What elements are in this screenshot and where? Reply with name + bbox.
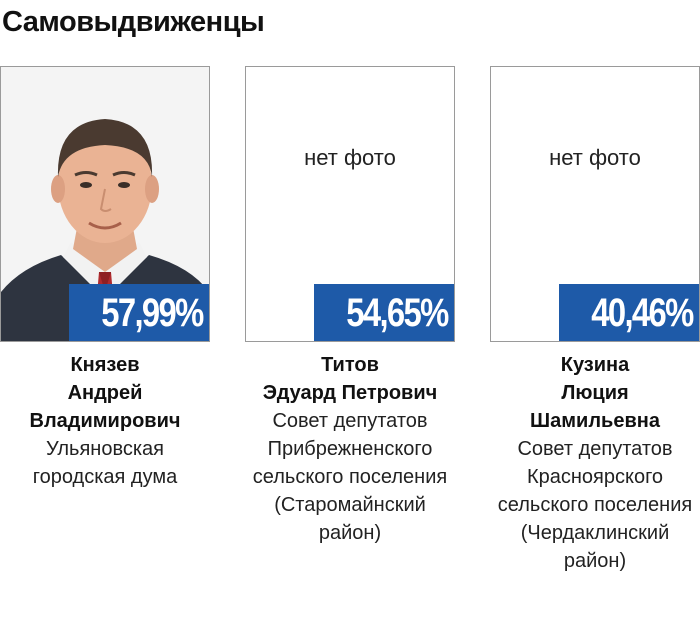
- candidate-org-line: (Чердаклинский: [520, 522, 670, 544]
- candidate-firstname: Люция: [561, 382, 629, 404]
- candidate-surname: Кузина: [560, 354, 630, 376]
- candidate-org-line: (Старомайнский: [274, 494, 426, 516]
- candidate-org-line: сельского поселения: [252, 466, 448, 488]
- candidate-org-line: сельского поселения: [497, 494, 693, 516]
- candidate-org-line: Красноярского: [526, 466, 664, 488]
- candidate-org-line: Совет депутатов: [272, 410, 428, 432]
- candidate-firstname: Андрей: [67, 382, 143, 404]
- candidate-patronymic: Владимирович: [29, 410, 181, 432]
- candidate-org-line: Совет депутатов: [517, 438, 673, 460]
- candidate-patronymic: Шамильевна: [530, 410, 660, 432]
- vote-percent-badge: 57,99%: [69, 284, 209, 341]
- vote-percent-badge: 40,46%: [559, 284, 699, 341]
- candidate-org-line: городская дума: [32, 466, 178, 488]
- page-title: Самовыдвиженцы: [2, 6, 265, 38]
- candidate-name-patronymic: Эдуард Петрович: [262, 382, 438, 404]
- no-photo-label: нет фото: [549, 145, 641, 170]
- candidate-info: Кузина Люция Шамильевна Совет депутатов …: [490, 351, 700, 575]
- candidate-card: нет фото 54,65% Титов Эдуард Петрович Со…: [245, 66, 455, 547]
- candidate-org-line: район): [563, 550, 627, 572]
- candidate-surname: Князев: [70, 354, 140, 376]
- candidate-photo-placeholder: нет фото 40,46%: [490, 66, 700, 342]
- candidate-card: нет фото 40,46% Кузина Люция Шамильевна …: [490, 66, 700, 575]
- candidate-surname: Титов: [321, 354, 379, 376]
- no-photo-label: нет фото: [304, 145, 396, 170]
- candidate-info: Титов Эдуард Петрович Совет депутатов Пр…: [245, 351, 455, 547]
- candidate-card: 57,99% Князев Андрей Владимирович Ульяно…: [0, 66, 210, 491]
- candidate-org-line: Ульяновская: [46, 438, 164, 460]
- candidate-info: Князев Андрей Владимирович Ульяновская г…: [0, 351, 210, 491]
- vote-percent-badge: 54,65%: [314, 284, 454, 341]
- candidate-photo: 57,99%: [0, 66, 210, 342]
- candidate-org-line: район): [318, 522, 382, 544]
- candidate-org-line: Прибрежненского: [267, 438, 433, 460]
- candidate-photo-placeholder: нет фото 54,65%: [245, 66, 455, 342]
